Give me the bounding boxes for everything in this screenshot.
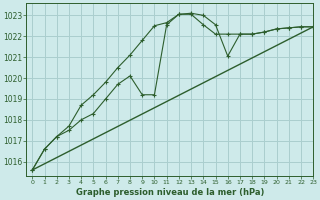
X-axis label: Graphe pression niveau de la mer (hPa): Graphe pression niveau de la mer (hPa) bbox=[76, 188, 264, 197]
